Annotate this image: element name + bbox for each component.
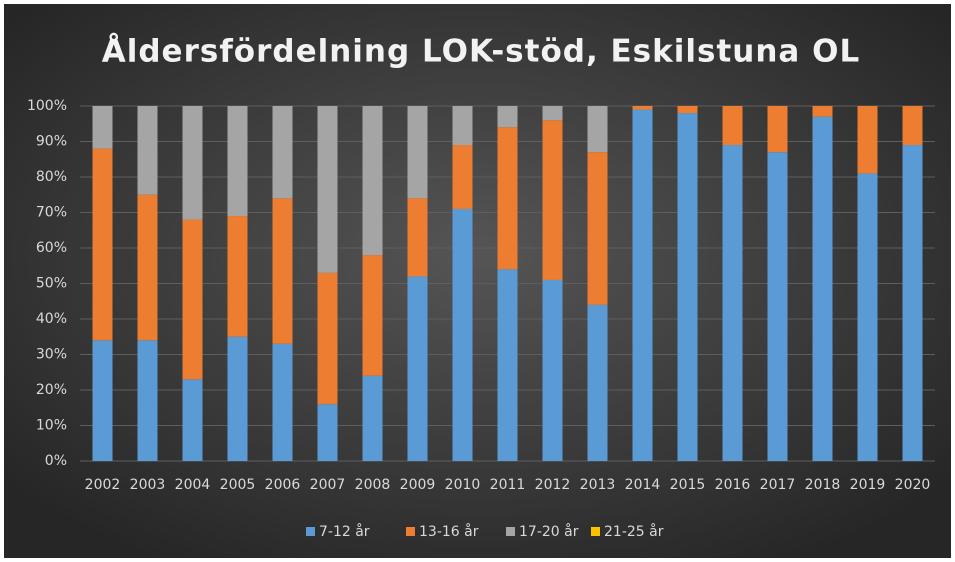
x-tick-label: 2020: [895, 477, 931, 493]
bar-segment: [767, 152, 788, 461]
bar-segment: [632, 109, 653, 462]
bar-segment: [722, 106, 743, 146]
y-tick-label: 10%: [36, 418, 67, 434]
bar-segment: [92, 148, 113, 341]
x-tick-label: 2007: [310, 477, 346, 493]
bar-segment: [137, 106, 158, 195]
bar-segment: [452, 208, 473, 461]
x-tick-label: 2002: [85, 477, 121, 493]
x-tick-label: 2015: [670, 477, 706, 493]
bar-segment: [92, 340, 113, 461]
bar-segment: [542, 120, 563, 280]
bar-segment: [497, 127, 518, 270]
y-tick-label: 50%: [36, 276, 67, 292]
y-tick-label: 90%: [36, 134, 67, 150]
bar-segment: [407, 276, 428, 461]
x-tick-label: 2005: [220, 477, 256, 493]
x-tick-label: 2004: [175, 477, 211, 493]
bar-segment: [452, 106, 473, 146]
bar-segment: [227, 336, 248, 461]
x-tick-label: 2003: [130, 477, 166, 493]
bar-segment: [677, 113, 698, 461]
x-tick-label: 2008: [355, 477, 391, 493]
x-tick-label: 2011: [490, 477, 526, 493]
bar-segment: [587, 106, 608, 153]
bar-segment: [497, 106, 518, 128]
legend-marker: [591, 527, 600, 536]
bar-segment: [407, 106, 428, 199]
bar-segment: [767, 106, 788, 153]
y-tick-label: 40%: [36, 311, 67, 327]
bar-segment: [812, 106, 833, 117]
x-tick-label: 2012: [535, 477, 571, 493]
x-tick-label: 2018: [805, 477, 841, 493]
bar-segment: [317, 272, 338, 405]
y-tick-label: 0%: [45, 453, 67, 469]
bar-segment: [182, 219, 203, 380]
bar-segment: [677, 106, 698, 114]
bar-segment: [407, 198, 428, 277]
bar-segment: [317, 106, 338, 273]
legend-label: 7-12 år: [319, 523, 370, 540]
bar-segment: [317, 404, 338, 461]
bar-segment: [812, 116, 833, 462]
chart-background: [4, 4, 951, 558]
bar-segment: [272, 343, 293, 461]
bar-segment: [92, 106, 113, 149]
bar-segment: [497, 269, 518, 461]
bar-segment: [902, 106, 923, 146]
bar-segment: [227, 106, 248, 217]
bar-segment: [182, 106, 203, 220]
bar-segment: [722, 145, 743, 462]
legend-label: 13-16 år: [419, 523, 479, 540]
x-tick-label: 2014: [625, 477, 661, 493]
y-tick-label: 20%: [36, 382, 67, 398]
bar-segment: [227, 216, 248, 337]
x-tick-label: 2019: [850, 477, 886, 493]
y-tick-label: 80%: [36, 169, 67, 185]
bar-segment: [857, 106, 878, 174]
bar-segment: [272, 106, 293, 199]
bar-segment: [452, 145, 473, 209]
bar-segment: [587, 152, 608, 305]
bar-segment: [857, 173, 878, 461]
bar-segment: [362, 255, 383, 376]
bar-segment: [182, 379, 203, 461]
bar-segment: [632, 106, 653, 110]
y-tick-label: 70%: [36, 205, 67, 221]
legend-marker: [506, 527, 515, 536]
bar-segment: [542, 106, 563, 121]
chart-title: Åldersfördelning LOK-stöd, Eskilstuna OL: [102, 33, 860, 70]
bar-segment: [542, 279, 563, 461]
y-tick-label: 100%: [27, 98, 67, 114]
legend-label: 17-20 år: [519, 523, 579, 540]
x-tick-label: 2017: [760, 477, 796, 493]
bar-segment: [587, 304, 608, 461]
x-tick-label: 2016: [715, 477, 751, 493]
x-tick-label: 2006: [265, 477, 301, 493]
bar-segment: [902, 145, 923, 462]
y-tick-label: 60%: [36, 240, 67, 256]
legend-marker: [406, 527, 415, 536]
x-tick-label: 2013: [580, 477, 616, 493]
bar-segment: [362, 106, 383, 256]
bar-segment: [137, 194, 158, 341]
bar-segment: [362, 375, 383, 461]
x-tick-label: 2009: [400, 477, 436, 493]
legend-label: 21-25 år: [604, 523, 664, 540]
legend-marker: [306, 527, 315, 536]
bar-segment: [272, 198, 293, 344]
y-tick-label: 30%: [36, 347, 67, 363]
x-tick-label: 2010: [445, 477, 481, 493]
bar-segment: [137, 340, 158, 461]
